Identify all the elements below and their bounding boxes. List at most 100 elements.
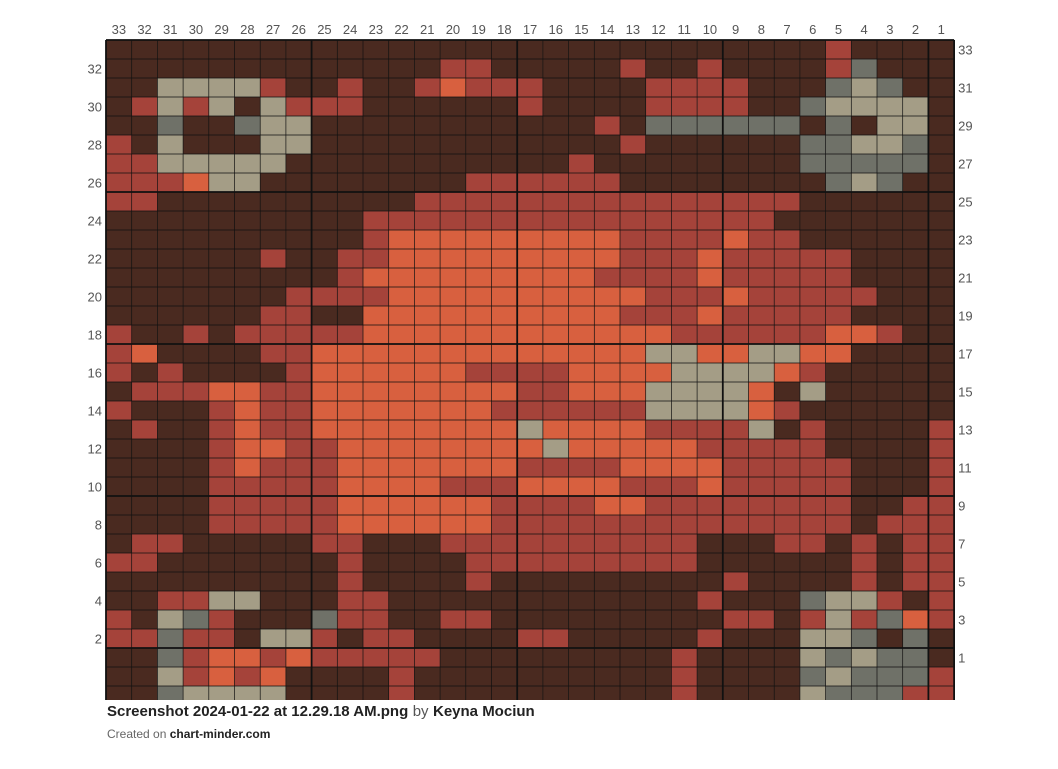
stitch-cell bbox=[465, 268, 492, 287]
stitch-cell bbox=[825, 135, 852, 154]
stitch-cell bbox=[311, 572, 338, 591]
stitch-cell bbox=[337, 211, 363, 230]
stitch-cell bbox=[799, 40, 826, 59]
stitch-cell bbox=[825, 306, 852, 325]
stitch-cell bbox=[517, 192, 543, 211]
stitch-cell bbox=[465, 572, 492, 591]
stitch-cell bbox=[902, 667, 929, 686]
stitch-cell bbox=[748, 192, 775, 211]
stitch-cell bbox=[542, 249, 569, 268]
stitch-cell bbox=[363, 553, 389, 572]
stitch-cell bbox=[568, 648, 595, 667]
stitch-cell bbox=[671, 382, 698, 401]
row-label-right: 19 bbox=[958, 309, 972, 324]
stitch-cell bbox=[748, 40, 775, 59]
stitch-cell bbox=[594, 572, 620, 591]
stitch-cell bbox=[465, 534, 492, 553]
stitch-cell bbox=[414, 306, 441, 325]
stitch-cell bbox=[825, 572, 852, 591]
stitch-cell bbox=[774, 591, 800, 610]
stitch-cell bbox=[183, 629, 209, 648]
stitch-cell bbox=[671, 211, 698, 230]
stitch-cell bbox=[388, 154, 415, 173]
stitch-cell bbox=[517, 667, 543, 686]
stitch-cell bbox=[671, 572, 698, 591]
stitch-cell bbox=[748, 477, 775, 496]
stitch-cell bbox=[440, 401, 466, 420]
stitch-cell bbox=[851, 287, 877, 306]
row-label-left: 32 bbox=[88, 62, 102, 77]
stitch-cell bbox=[542, 192, 569, 211]
site-link[interactable]: chart-minder.com bbox=[169, 727, 271, 741]
column-label-top: 23 bbox=[369, 22, 383, 37]
stitch-cell bbox=[799, 458, 826, 477]
stitch-cell bbox=[825, 325, 852, 344]
stitch-cell bbox=[902, 363, 929, 382]
stitch-cell bbox=[208, 496, 235, 515]
stitch-cell bbox=[157, 420, 184, 439]
stitch-cell bbox=[671, 458, 698, 477]
stitch-cell bbox=[183, 325, 209, 344]
stitch-cell bbox=[645, 59, 672, 78]
stitch-cell bbox=[620, 553, 646, 572]
stitch-cell bbox=[440, 230, 466, 249]
stitch-cell bbox=[414, 230, 441, 249]
stitch-cell bbox=[311, 629, 338, 648]
stitch-cell bbox=[825, 40, 852, 59]
stitch-cell bbox=[722, 230, 749, 249]
stitch-cell bbox=[440, 135, 466, 154]
stitch-cell bbox=[671, 230, 698, 249]
stitch-cell bbox=[157, 591, 184, 610]
stitch-cell bbox=[414, 591, 441, 610]
stitch-cell bbox=[234, 249, 261, 268]
stitch-cell bbox=[388, 135, 415, 154]
stitch-cell bbox=[285, 344, 312, 363]
stitch-cell bbox=[440, 553, 466, 572]
stitch-cell bbox=[234, 211, 261, 230]
stitch-cell bbox=[594, 591, 620, 610]
stitch-cell bbox=[799, 496, 826, 515]
stitch-cell bbox=[671, 268, 698, 287]
stitch-cell bbox=[106, 382, 132, 401]
stitch-cell bbox=[337, 230, 363, 249]
stitch-cell bbox=[414, 59, 441, 78]
stitch-cell bbox=[825, 78, 852, 97]
stitch-cell bbox=[697, 249, 723, 268]
stitch-cell bbox=[311, 648, 338, 667]
stitch-cell bbox=[337, 59, 363, 78]
stitch-cell bbox=[260, 401, 286, 420]
stitch-cell bbox=[620, 211, 646, 230]
stitch-cell bbox=[183, 534, 209, 553]
stitch-cell bbox=[928, 135, 955, 154]
stitch-cell bbox=[877, 154, 903, 173]
stitch-cell bbox=[722, 401, 749, 420]
stitch-cell bbox=[106, 667, 132, 686]
stitch-cell bbox=[825, 230, 852, 249]
column-label-top: 19 bbox=[471, 22, 485, 37]
stitch-cell bbox=[799, 135, 826, 154]
stitch-cell bbox=[620, 591, 646, 610]
stitch-cell bbox=[157, 268, 184, 287]
column-label-top: 31 bbox=[163, 22, 177, 37]
stitch-cell bbox=[594, 192, 620, 211]
stitch-cell bbox=[311, 363, 338, 382]
stitch-cell bbox=[774, 420, 800, 439]
stitch-cell bbox=[748, 439, 775, 458]
stitch-cell bbox=[645, 420, 672, 439]
pattern-grid bbox=[105, 39, 955, 700]
stitch-cell bbox=[234, 382, 261, 401]
stitch-cell bbox=[799, 420, 826, 439]
stitch-cell bbox=[799, 249, 826, 268]
column-label-top: 2 bbox=[912, 22, 919, 37]
stitch-cell bbox=[774, 116, 800, 135]
stitch-cell bbox=[517, 78, 543, 97]
stitch-cell bbox=[465, 667, 492, 686]
stitch-cell bbox=[183, 344, 209, 363]
stitch-cell bbox=[106, 420, 132, 439]
stitch-cell bbox=[234, 496, 261, 515]
stitch-cell bbox=[414, 477, 441, 496]
stitch-cell bbox=[645, 610, 672, 629]
stitch-cell bbox=[311, 287, 338, 306]
stitch-cell bbox=[465, 439, 492, 458]
stitch-cell bbox=[285, 420, 312, 439]
